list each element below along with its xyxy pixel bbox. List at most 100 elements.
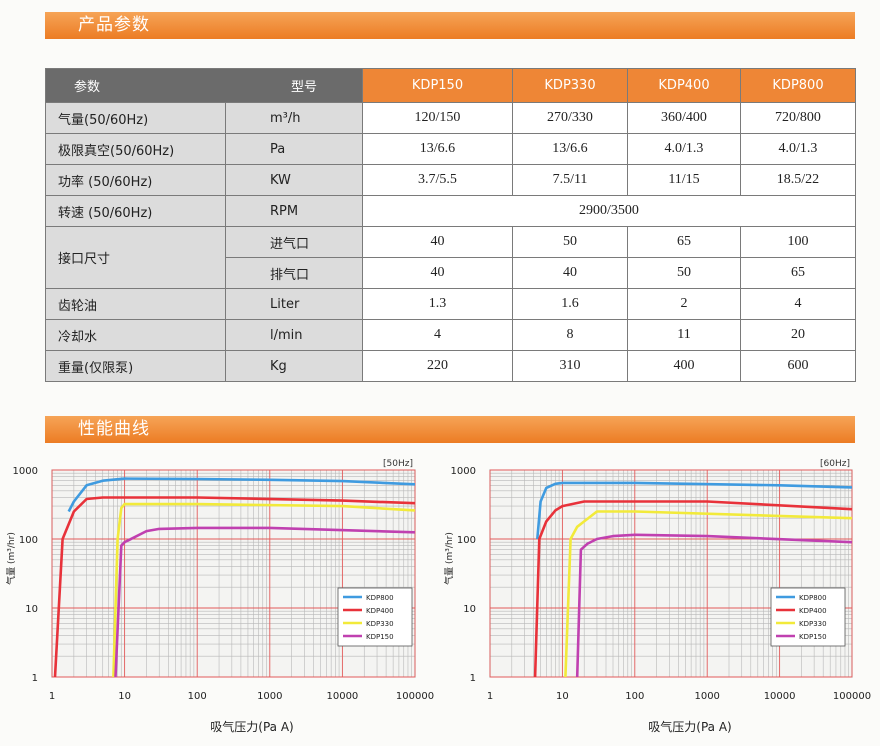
header-text: 型号	[290, 80, 317, 95]
value-cell: 310	[512, 350, 628, 382]
model-header: KDP400	[627, 68, 741, 103]
value-cell: 600	[740, 350, 856, 382]
y-tick-label: 1	[32, 673, 38, 684]
row-label: 极限真空(50/60Hz)	[45, 133, 226, 165]
series-line	[575, 533, 853, 678]
x-tick-label: 100	[188, 691, 207, 702]
section-header: 产品参数	[45, 12, 855, 39]
value-cell: 4.0/1.3	[740, 133, 856, 165]
value-cell: 40	[362, 257, 513, 289]
value-cell: 2	[627, 288, 741, 320]
legend-label: KDP400	[366, 607, 394, 615]
value-cell: 3.7/5.5	[362, 164, 513, 196]
value-cell: 2900/3500	[362, 195, 856, 227]
legend-label: KDP330	[366, 620, 394, 628]
y-tick-label: 1000	[13, 466, 38, 477]
chart-tag: [60Hz]	[820, 459, 850, 469]
model-header: KDP800	[740, 68, 856, 103]
series-line	[533, 500, 853, 678]
row-unit: RPM	[225, 195, 363, 227]
x-axis-label: 吸气压力(Pa A)	[648, 719, 731, 734]
x-tick-label: 10000	[326, 691, 358, 702]
series-line	[536, 481, 853, 540]
row-label: 气量(50/60Hz)	[45, 102, 226, 134]
value-cell: 65	[740, 257, 856, 289]
value-cell: 1.6	[512, 288, 628, 320]
legend-label: KDP800	[799, 594, 827, 602]
corner-header: 参数 型号	[45, 68, 363, 103]
value-cell: 13/6.6	[362, 133, 513, 165]
x-tick-label: 10	[118, 691, 131, 702]
x-tick-label: 100000	[396, 691, 434, 702]
series-line	[112, 502, 416, 678]
legend-label: KDP150	[366, 633, 394, 641]
value-cell: 40	[362, 226, 513, 258]
x-tick-label: 10	[556, 691, 569, 702]
legend-label: KDP330	[799, 620, 827, 628]
header-text: 参数	[74, 80, 101, 95]
value-cell: 220	[362, 350, 513, 382]
row-unit: Liter	[225, 288, 363, 320]
x-tick-label: 100	[625, 691, 644, 702]
x-tick-label: 10000	[764, 691, 796, 702]
legend-label: KDP400	[799, 607, 827, 615]
row-label: 重量(仅限泵)	[45, 350, 226, 382]
value-cell: 720/800	[740, 102, 856, 134]
row-unit: 进气口	[225, 226, 363, 258]
row-label: 接口尺寸	[45, 226, 226, 289]
x-tick-label: 1000	[694, 691, 719, 702]
value-cell: 18.5/22	[740, 164, 856, 196]
legend-label: KDP800	[366, 594, 394, 602]
x-tick-label: 1	[487, 691, 493, 702]
value-cell: 40	[512, 257, 628, 289]
x-tick-label: 1000	[257, 691, 282, 702]
y-tick-label: 1	[470, 673, 476, 684]
value-cell: 4	[362, 319, 513, 351]
legend-label: KDP150	[799, 633, 827, 641]
charts: 1 10 100 1000 10000 100000 1 10 100 1000 [50Hz] 吸气压…	[5, 459, 871, 734]
value-cell: 50	[627, 257, 741, 289]
row-unit: l/min	[225, 319, 363, 351]
value-cell: 65	[627, 226, 741, 258]
row-unit: KW	[225, 164, 363, 196]
chart-tag: [50Hz]	[383, 459, 413, 469]
row-label: 转速 (50/60Hz)	[45, 195, 226, 227]
y-axis-label: 气量 (m³/hr)	[443, 532, 455, 585]
row-unit: Pa	[225, 133, 363, 165]
value-cell: 20	[740, 319, 856, 351]
series-line	[114, 526, 416, 678]
y-axis-label: 气量 (m³/hr)	[5, 532, 17, 585]
value-cell: 8	[512, 319, 628, 351]
value-cell: 1.3	[362, 288, 513, 320]
value-cell: 7.5/11	[512, 164, 628, 196]
value-cell: 360/400	[627, 102, 741, 134]
y-tick-label: 100	[457, 535, 476, 546]
row-unit: Kg	[225, 350, 363, 382]
value-cell: 100	[740, 226, 856, 258]
series-line	[67, 477, 416, 513]
series-line	[53, 496, 416, 678]
spec-table: 参数 型号 KDP150 KDP330 KDP400 KDP800 气量(50/60Hz) m…	[45, 68, 856, 382]
row-unit: 排气口	[225, 257, 363, 289]
row-label: 冷却水	[45, 319, 226, 351]
y-tick-label: 1000	[451, 466, 476, 477]
value-cell: 11	[627, 319, 741, 351]
value-cell: 11/15	[627, 164, 741, 196]
x-tick-label: 1	[49, 691, 55, 702]
value-cell: 50	[512, 226, 628, 258]
x-axis-label: 吸气压力(Pa A)	[210, 719, 293, 734]
value-cell: 4.0/1.3	[627, 133, 741, 165]
model-header: KDP330	[512, 68, 628, 103]
value-cell: 13/6.6	[512, 133, 628, 165]
value-cell: 270/330	[512, 102, 628, 134]
section-header: 性能曲线	[45, 416, 855, 443]
row-unit: m³/h	[225, 102, 363, 134]
value-cell: 4	[740, 288, 856, 320]
value-cell: 400	[627, 350, 741, 382]
x-tick-label: 100000	[833, 691, 871, 702]
y-tick-label: 100	[19, 535, 38, 546]
model-header: KDP150	[362, 68, 513, 103]
y-tick-label: 10	[463, 604, 476, 615]
series-line	[564, 510, 853, 678]
